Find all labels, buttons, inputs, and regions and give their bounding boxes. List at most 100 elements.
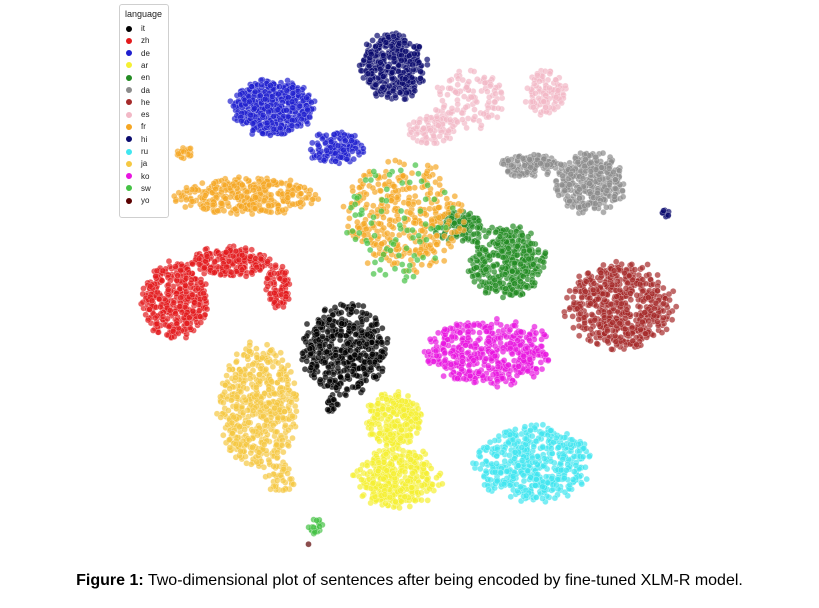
- series-zh: [137, 242, 293, 342]
- point-fr: [385, 158, 392, 166]
- point-da: [619, 187, 626, 194]
- point-es: [473, 98, 480, 106]
- point-es: [539, 73, 546, 80]
- point-he: [645, 294, 652, 301]
- point-it: [319, 333, 326, 340]
- point-fr: [202, 192, 209, 199]
- point-es: [463, 84, 470, 91]
- point-fr: [243, 188, 251, 196]
- point-fr: [261, 197, 268, 204]
- point-es: [494, 113, 501, 121]
- point-en: [492, 282, 499, 289]
- point-en: [478, 278, 486, 286]
- point-he: [587, 300, 594, 307]
- point-de: [269, 93, 276, 100]
- point-zh: [238, 251, 246, 259]
- point-en: [465, 211, 472, 219]
- point-zh: [274, 302, 282, 310]
- point-he: [606, 309, 613, 316]
- point-es: [408, 129, 415, 136]
- point-es: [524, 85, 531, 92]
- point-zh: [185, 269, 193, 276]
- point-he: [585, 269, 592, 277]
- point-es: [478, 122, 485, 129]
- point-de: [289, 104, 296, 112]
- point-fr: [270, 177, 277, 184]
- point-en: [511, 259, 518, 267]
- point-es: [534, 71, 541, 79]
- point-da: [559, 172, 566, 180]
- point-fr: [419, 227, 426, 234]
- point-zh: [139, 299, 147, 306]
- point-en: [482, 246, 489, 254]
- point-ar: [383, 396, 390, 403]
- point-de: [350, 155, 357, 163]
- point-zh: [233, 268, 240, 275]
- point-zh: [232, 247, 240, 255]
- point-it: [342, 392, 350, 399]
- point-he: [654, 318, 661, 325]
- point-da: [557, 161, 564, 168]
- point-es: [491, 98, 498, 106]
- point-ar: [407, 456, 414, 463]
- point-ar: [423, 476, 431, 483]
- point-en: [531, 279, 538, 287]
- point-it: [329, 322, 336, 329]
- point-it: [351, 351, 358, 359]
- point-ar: [398, 457, 405, 464]
- point-en: [520, 238, 527, 246]
- point-es: [459, 116, 466, 123]
- point-fr: [435, 204, 442, 211]
- tsne-scatter-plot: [137, 30, 680, 548]
- point-es: [495, 105, 502, 112]
- point-ar: [389, 446, 396, 453]
- point-en: [482, 266, 489, 273]
- point-es: [420, 125, 427, 132]
- point-ar: [392, 498, 399, 505]
- point-zh: [153, 267, 161, 274]
- point-it: [324, 328, 331, 336]
- point-he: [587, 337, 594, 345]
- series-he: [561, 258, 680, 353]
- point-he: [616, 320, 623, 327]
- point-zh: [253, 263, 260, 271]
- point-zh: [170, 299, 178, 306]
- point-ar: [398, 426, 405, 434]
- point-ar: [428, 465, 435, 472]
- point-es: [416, 119, 423, 126]
- point-he: [593, 340, 601, 347]
- point-es: [546, 70, 553, 77]
- point-de: [245, 93, 252, 100]
- point-zh: [177, 267, 184, 274]
- point-zh: [242, 273, 250, 280]
- point-da: [606, 165, 613, 172]
- point-ar: [397, 435, 404, 442]
- point-en: [473, 264, 480, 271]
- point-da: [619, 193, 627, 201]
- point-he: [583, 278, 590, 285]
- point-de: [259, 111, 267, 119]
- point-fr: [250, 186, 257, 194]
- point-zh: [196, 307, 203, 314]
- point-da: [603, 187, 611, 194]
- point-zh: [146, 283, 154, 290]
- point-fr: [363, 201, 370, 208]
- point-fr: [436, 181, 443, 189]
- point-en: [517, 260, 524, 268]
- point-da: [521, 162, 528, 169]
- point-es: [445, 127, 452, 135]
- point-ar: [391, 422, 398, 430]
- point-da: [526, 156, 533, 163]
- point-it: [322, 374, 329, 381]
- point-da: [558, 181, 566, 189]
- point-de: [288, 98, 296, 105]
- point-da: [592, 153, 599, 161]
- point-fr: [252, 194, 259, 201]
- point-zh: [171, 333, 178, 340]
- point-ar: [403, 432, 411, 439]
- point-de: [251, 105, 258, 112]
- point-ar: [366, 468, 374, 475]
- point-zh: [225, 258, 233, 265]
- point-es: [532, 90, 539, 97]
- point-zh: [201, 295, 208, 302]
